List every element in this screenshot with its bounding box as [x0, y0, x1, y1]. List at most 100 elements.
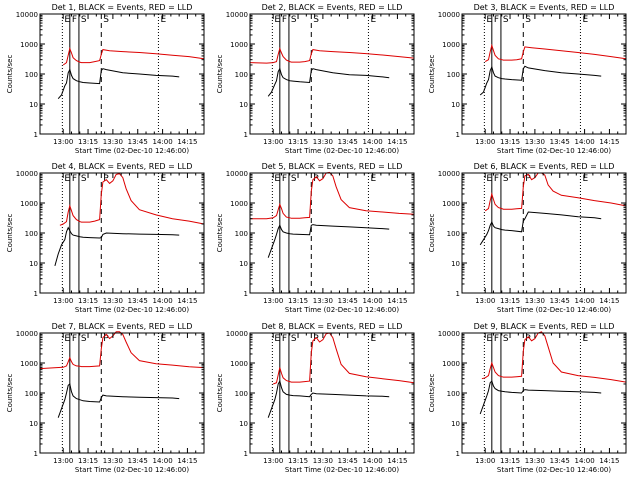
x-tick-label: 13:30 — [103, 457, 123, 465]
x-tick-label: 14:15 — [599, 297, 619, 305]
event-marker-label: P — [103, 334, 109, 344]
event-marker-label: E — [64, 334, 70, 344]
y-tick-label: 10 — [239, 420, 248, 428]
plot-frame — [461, 332, 627, 454]
y-axis-label: Counts/sec — [216, 55, 224, 94]
x-tick-label: 13:00 — [475, 457, 495, 465]
event-marker-label: S — [503, 334, 509, 344]
event-marker-label: E — [486, 334, 492, 344]
y-tick-label: 10 — [239, 101, 248, 109]
x-tick-label: 13:00 — [475, 138, 495, 146]
x-tick-label: 14:15 — [387, 297, 407, 305]
x-axis-label: Start Time (02-Dec-10 12:46:00) — [75, 147, 189, 155]
events-series-line — [54, 226, 180, 267]
event-marker-label: F — [72, 174, 77, 184]
x-tick-label: 13:30 — [313, 138, 333, 146]
x-tick-label: 13:15 — [288, 138, 308, 146]
x-tick-label: 13:30 — [313, 297, 333, 305]
plot-frame — [39, 172, 205, 294]
event-marker-label: E — [370, 334, 376, 344]
x-tick-label: 14:00 — [152, 138, 172, 146]
x-axis-label: Start Time (02-Dec-10 12:46:00) — [497, 466, 611, 474]
y-tick-label: 1 — [456, 131, 460, 139]
event-marker-label: E — [582, 334, 588, 344]
event-marker-label: E — [274, 15, 280, 25]
x-tick-label: 13:00 — [53, 138, 73, 146]
lld-series-line — [59, 173, 205, 226]
event-marker-label: E — [160, 334, 166, 344]
panel-title: Det 9, BLACK = Events, RED = LLD — [474, 322, 615, 331]
event-marker-label: P — [313, 334, 319, 344]
plot-frame — [249, 332, 415, 454]
event-marker-label: E — [370, 174, 376, 184]
x-tick-label: 13:00 — [263, 457, 283, 465]
y-tick-label: 10 — [451, 260, 460, 268]
x-axis-label: Start Time (02-Dec-10 12:46:00) — [75, 306, 189, 314]
panel-title: Det 3, BLACK = Events, RED = LLD — [474, 3, 615, 12]
x-tick-label: 14:00 — [152, 457, 172, 465]
x-tick-label: 13:15 — [500, 457, 520, 465]
event-marker-label: S — [291, 334, 297, 344]
event-marker-label: F — [494, 334, 499, 344]
y-tick-label: 100 — [25, 230, 38, 238]
y-tick-label: 1000 — [230, 360, 248, 368]
x-tick-label: 13:15 — [288, 297, 308, 305]
y-tick-label: 1000 — [230, 200, 248, 208]
x-tick-label: 13:30 — [525, 457, 545, 465]
y-axis-label: Counts/sec — [6, 374, 14, 413]
event-marker-label: E — [274, 334, 280, 344]
y-tick-label: 1 — [456, 450, 460, 458]
event-marker-label: S — [103, 15, 109, 25]
x-tick-label: 14:15 — [599, 457, 619, 465]
x-axis-label: Start Time (02-Dec-10 12:46:00) — [285, 306, 399, 314]
event-marker-label: S — [291, 15, 297, 25]
lld-series-line — [273, 332, 415, 385]
lld-series-line — [39, 331, 205, 370]
y-tick-label: 100 — [235, 230, 248, 238]
y-tick-label: 10000 — [16, 330, 38, 338]
plot-frame — [461, 172, 627, 294]
panel-title: Det 2, BLACK = Events, RED = LLD — [262, 3, 403, 12]
y-axis-label: Counts/sec — [428, 55, 436, 94]
y-tick-label: 10000 — [438, 11, 460, 19]
x-tick-label: 13:15 — [78, 138, 98, 146]
y-tick-label: 10 — [451, 420, 460, 428]
x-axis-label: Start Time (02-Dec-10 12:46:00) — [75, 466, 189, 474]
y-axis-label: Counts/sec — [6, 214, 14, 253]
event-marker-label: F — [282, 15, 287, 25]
event-marker-label: E — [160, 15, 166, 25]
event-marker-label: S — [81, 174, 87, 184]
x-tick-label: 13:45 — [128, 297, 148, 305]
x-tick-label: 14:15 — [177, 457, 197, 465]
y-tick-label: 1 — [244, 290, 248, 298]
y-tick-label: 100 — [235, 390, 248, 398]
x-tick-label: 14:00 — [362, 457, 382, 465]
x-axis-label: Start Time (02-Dec-10 12:46:00) — [285, 466, 399, 474]
y-axis-label: Counts/sec — [6, 55, 14, 94]
x-tick-label: 13:30 — [103, 297, 123, 305]
y-tick-label: 1 — [244, 450, 248, 458]
x-tick-label: 14:00 — [574, 138, 594, 146]
y-tick-label: 1 — [456, 290, 460, 298]
event-marker-label: S — [503, 15, 509, 25]
event-marker-label: E — [64, 15, 70, 25]
event-marker-label: S — [313, 15, 319, 25]
lld-series-line — [484, 172, 627, 212]
event-marker-label: E — [582, 15, 588, 25]
y-tick-label: 1000 — [20, 360, 38, 368]
x-tick-label: 13:45 — [550, 297, 570, 305]
x-tick-label: 13:45 — [338, 297, 358, 305]
event-marker-label: S — [81, 334, 87, 344]
event-marker-label: S — [81, 15, 87, 25]
event-marker-label: F — [282, 174, 287, 184]
x-tick-label: 13:30 — [103, 138, 123, 146]
y-tick-label: 1000 — [20, 200, 38, 208]
y-tick-label: 100 — [25, 390, 38, 398]
event-marker-label: F — [494, 15, 499, 25]
y-axis-label: Counts/sec — [428, 374, 436, 413]
events-series-line — [479, 380, 602, 415]
event-marker-label: F — [72, 334, 77, 344]
x-tick-label: 13:15 — [500, 297, 520, 305]
